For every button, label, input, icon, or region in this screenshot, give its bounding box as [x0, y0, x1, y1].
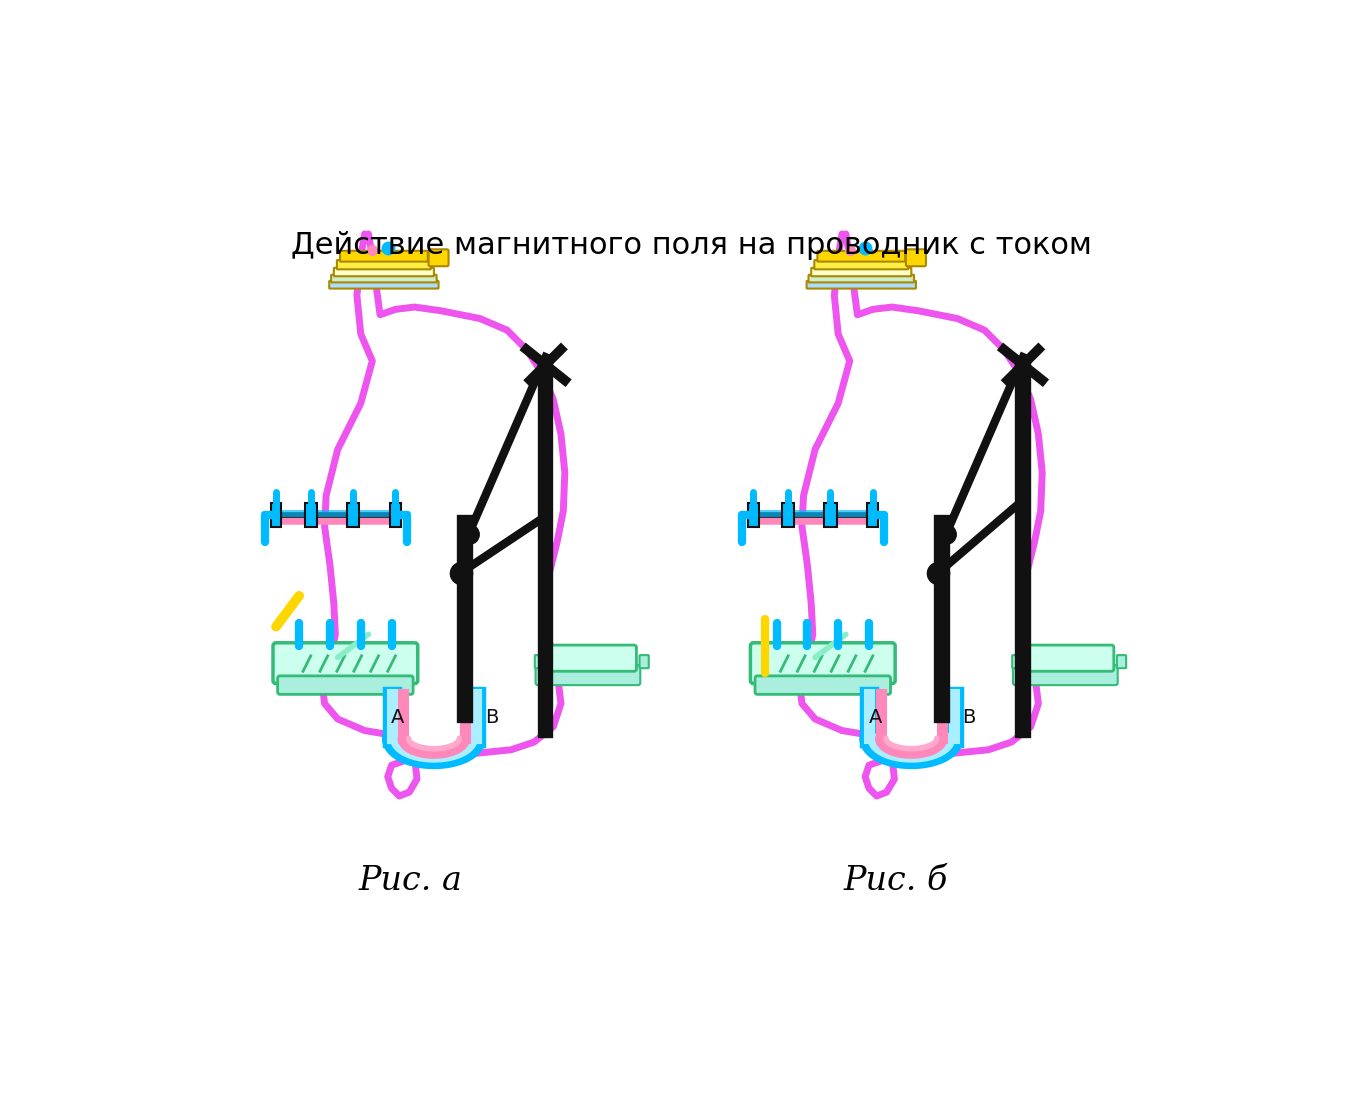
FancyBboxPatch shape [806, 281, 915, 289]
Bar [825, 503, 837, 526]
Bar [271, 503, 281, 526]
FancyBboxPatch shape [1012, 666, 1118, 685]
Bar [782, 503, 794, 526]
FancyBboxPatch shape [329, 281, 439, 289]
Bar [748, 503, 759, 526]
Text: B: B [963, 708, 976, 727]
FancyBboxPatch shape [340, 251, 428, 262]
FancyBboxPatch shape [331, 274, 436, 282]
FancyBboxPatch shape [536, 666, 640, 685]
Text: A: A [868, 708, 882, 727]
FancyBboxPatch shape [906, 250, 926, 266]
FancyBboxPatch shape [817, 251, 905, 262]
FancyBboxPatch shape [751, 642, 895, 683]
FancyBboxPatch shape [809, 274, 914, 282]
FancyBboxPatch shape [811, 268, 911, 277]
FancyBboxPatch shape [640, 656, 649, 668]
Text: B: B [485, 708, 498, 727]
FancyBboxPatch shape [1116, 656, 1126, 668]
Text: A: A [392, 708, 405, 727]
FancyBboxPatch shape [333, 268, 433, 277]
FancyBboxPatch shape [1017, 646, 1114, 671]
FancyBboxPatch shape [540, 646, 636, 671]
FancyBboxPatch shape [428, 250, 448, 266]
Text: Рис. а: Рис. а [359, 865, 463, 896]
FancyBboxPatch shape [1012, 656, 1022, 668]
Bar [390, 503, 401, 526]
FancyBboxPatch shape [814, 260, 909, 270]
Bar [868, 503, 879, 526]
FancyBboxPatch shape [278, 676, 413, 695]
Bar [347, 503, 359, 526]
FancyBboxPatch shape [273, 642, 417, 683]
FancyBboxPatch shape [755, 676, 891, 695]
Text: Рис. б: Рис. б [844, 865, 948, 896]
Text: Действие магнитного поля на проводник с током: Действие магнитного поля на проводник с … [292, 231, 1092, 260]
FancyBboxPatch shape [535, 656, 544, 668]
FancyBboxPatch shape [338, 260, 431, 270]
Bar [305, 503, 317, 526]
